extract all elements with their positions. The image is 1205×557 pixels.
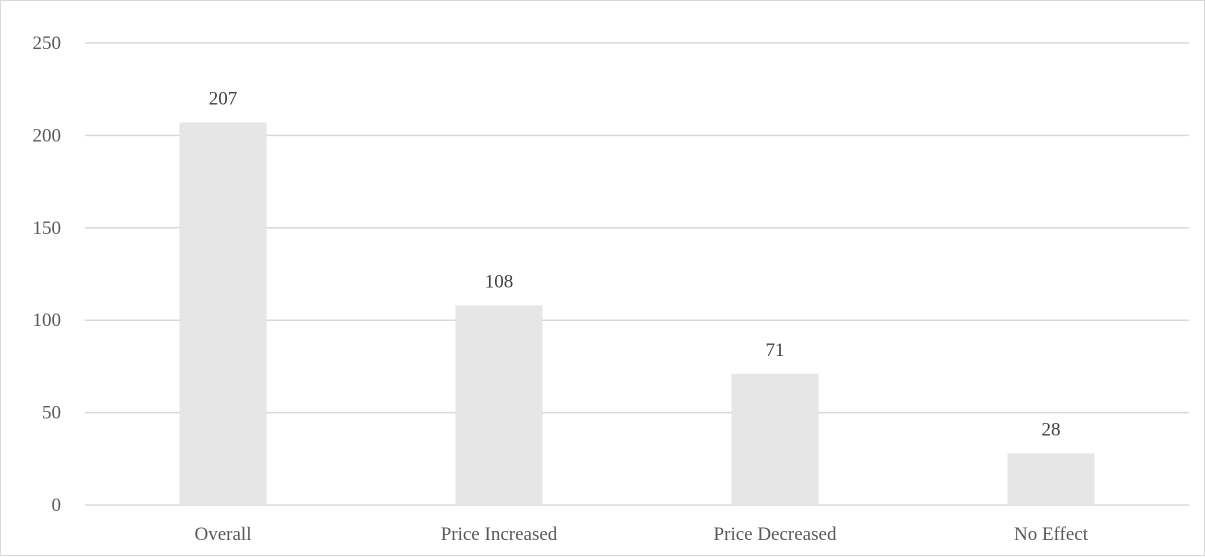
data-label: 28	[1042, 419, 1061, 440]
y-tick-label: 0	[52, 495, 62, 516]
x-tick-label: Price Increased	[441, 524, 558, 545]
bar-no-effect	[1008, 453, 1095, 505]
y-tick-label: 100	[33, 310, 62, 331]
y-tick-label: 250	[33, 33, 62, 54]
x-tick-label: Overall	[195, 524, 252, 545]
data-labels: 207 108 71 28	[209, 88, 1061, 440]
y-tick-label: 200	[33, 125, 62, 146]
y-tick-label: 50	[42, 403, 61, 424]
x-axis-ticks: Overall Price Increased Price Decreased No …	[195, 524, 1089, 545]
bar-price-decreased	[732, 374, 819, 505]
x-tick-label: No Effect	[1014, 524, 1089, 545]
bar-overall	[180, 122, 267, 505]
y-tick-label: 150	[33, 218, 62, 239]
data-label: 108	[485, 271, 514, 292]
data-label: 207	[209, 88, 238, 109]
y-axis-ticks: 0 50 100 150 200 250	[33, 33, 62, 516]
bars	[180, 122, 1095, 505]
x-tick-label: Price Decreased	[714, 524, 837, 545]
data-label: 71	[766, 340, 785, 361]
bar-price-increased	[456, 305, 543, 505]
